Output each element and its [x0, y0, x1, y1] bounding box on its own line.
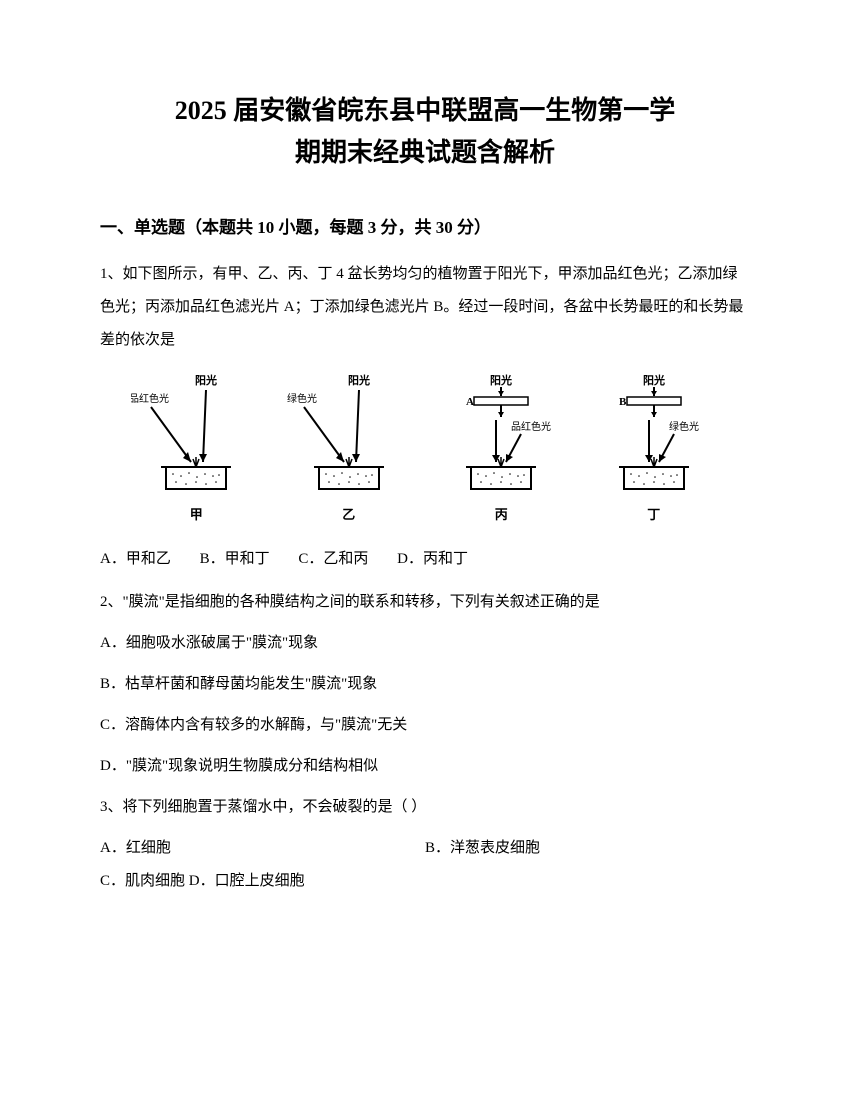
svg-text:阳光: 阳光	[643, 373, 665, 387]
question-3-options-row2: C．肌肉细胞 D．口腔上皮细胞	[100, 865, 750, 898]
title-line1: 2025 届安徽省皖东县中联盟高一生物第一学	[100, 90, 750, 132]
diagram-jia-svg: 阳光 品红色光	[131, 372, 261, 502]
question-2-text: 2、"膜流"是指细胞的各种膜结构之间的联系和转移，下列有关叙述正确的是	[100, 586, 750, 619]
svg-text:阳光: 阳光	[348, 373, 370, 387]
svg-text:阳光: 阳光	[490, 373, 512, 387]
diagram-bing-svg: 阳光 A 品红色光	[436, 372, 566, 502]
diagram-yi-label: 乙	[342, 504, 355, 523]
svg-text:阳光: 阳光	[195, 373, 217, 387]
diagram-bing: 阳光 A 品红色光 丙	[436, 372, 566, 523]
diagram-bing-label: 丙	[495, 504, 508, 523]
diagram-ding-label: 丁	[647, 504, 660, 523]
q2-option-a: A．细胞吸水涨破属于"膜流"现象	[100, 627, 750, 660]
q1-option-c: C．乙和丙	[298, 543, 368, 576]
diagram-ding: 阳光 B 绿色光 丁	[589, 372, 719, 523]
svg-text:绿色光: 绿色光	[287, 392, 317, 405]
q3-option-a: A．红细胞	[100, 832, 425, 865]
diagram-jia: 阳光 品红色光 甲	[131, 372, 261, 523]
diagram-ding-svg: 阳光 B 绿色光	[589, 372, 719, 502]
svg-text:A: A	[466, 396, 474, 408]
question-3-options-row1: A．红细胞 B．洋葱表皮细胞	[100, 832, 750, 865]
question-1-text: 1、如下图所示，有甲、乙、丙、丁 4 盆长势均匀的植物置于阳光下，甲添加品红色光…	[100, 258, 750, 357]
question-1-diagrams: 阳光 品红色光 甲 阳光 绿色光	[100, 372, 750, 523]
svg-text:品红色光: 品红色光	[511, 420, 551, 433]
q1-option-b: B．甲和丁	[200, 543, 270, 576]
question-1-options: A．甲和乙 B．甲和丁 C．乙和丙 D．丙和丁	[100, 543, 750, 576]
q3-option-c: C．肌肉细胞	[100, 873, 185, 889]
q3-option-d: D．口腔上皮细胞	[189, 873, 305, 889]
section-header: 一、单选题（本题共 10 小题，每题 3 分，共 30 分）	[100, 213, 750, 238]
diagram-yi-svg: 阳光 绿色光	[284, 372, 414, 502]
q1-option-d: D．丙和丁	[397, 543, 468, 576]
q2-option-b: B．枯草杆菌和酵母菌均能发生"膜流"现象	[100, 668, 750, 701]
q1-option-a: A．甲和乙	[100, 543, 171, 576]
diagram-jia-label: 甲	[190, 504, 203, 523]
q2-option-c: C．溶酶体内含有较多的水解酶，与"膜流"无关	[100, 709, 750, 742]
title-line2: 期期末经典试题含解析	[100, 132, 750, 174]
svg-text:B: B	[619, 396, 627, 408]
q3-option-b: B．洋葱表皮细胞	[425, 832, 750, 865]
q2-option-d: D．"膜流"现象说明生物膜成分和结构相似	[100, 750, 750, 783]
exam-title: 2025 届安徽省皖东县中联盟高一生物第一学 期期末经典试题含解析	[100, 90, 750, 173]
question-3-text: 3、将下列细胞置于蒸馏水中，不会破裂的是（ ）	[100, 791, 750, 824]
svg-text:绿色光: 绿色光	[669, 420, 699, 433]
diagram-yi: 阳光 绿色光 乙	[284, 372, 414, 523]
svg-text:品红色光: 品红色光	[131, 392, 169, 405]
